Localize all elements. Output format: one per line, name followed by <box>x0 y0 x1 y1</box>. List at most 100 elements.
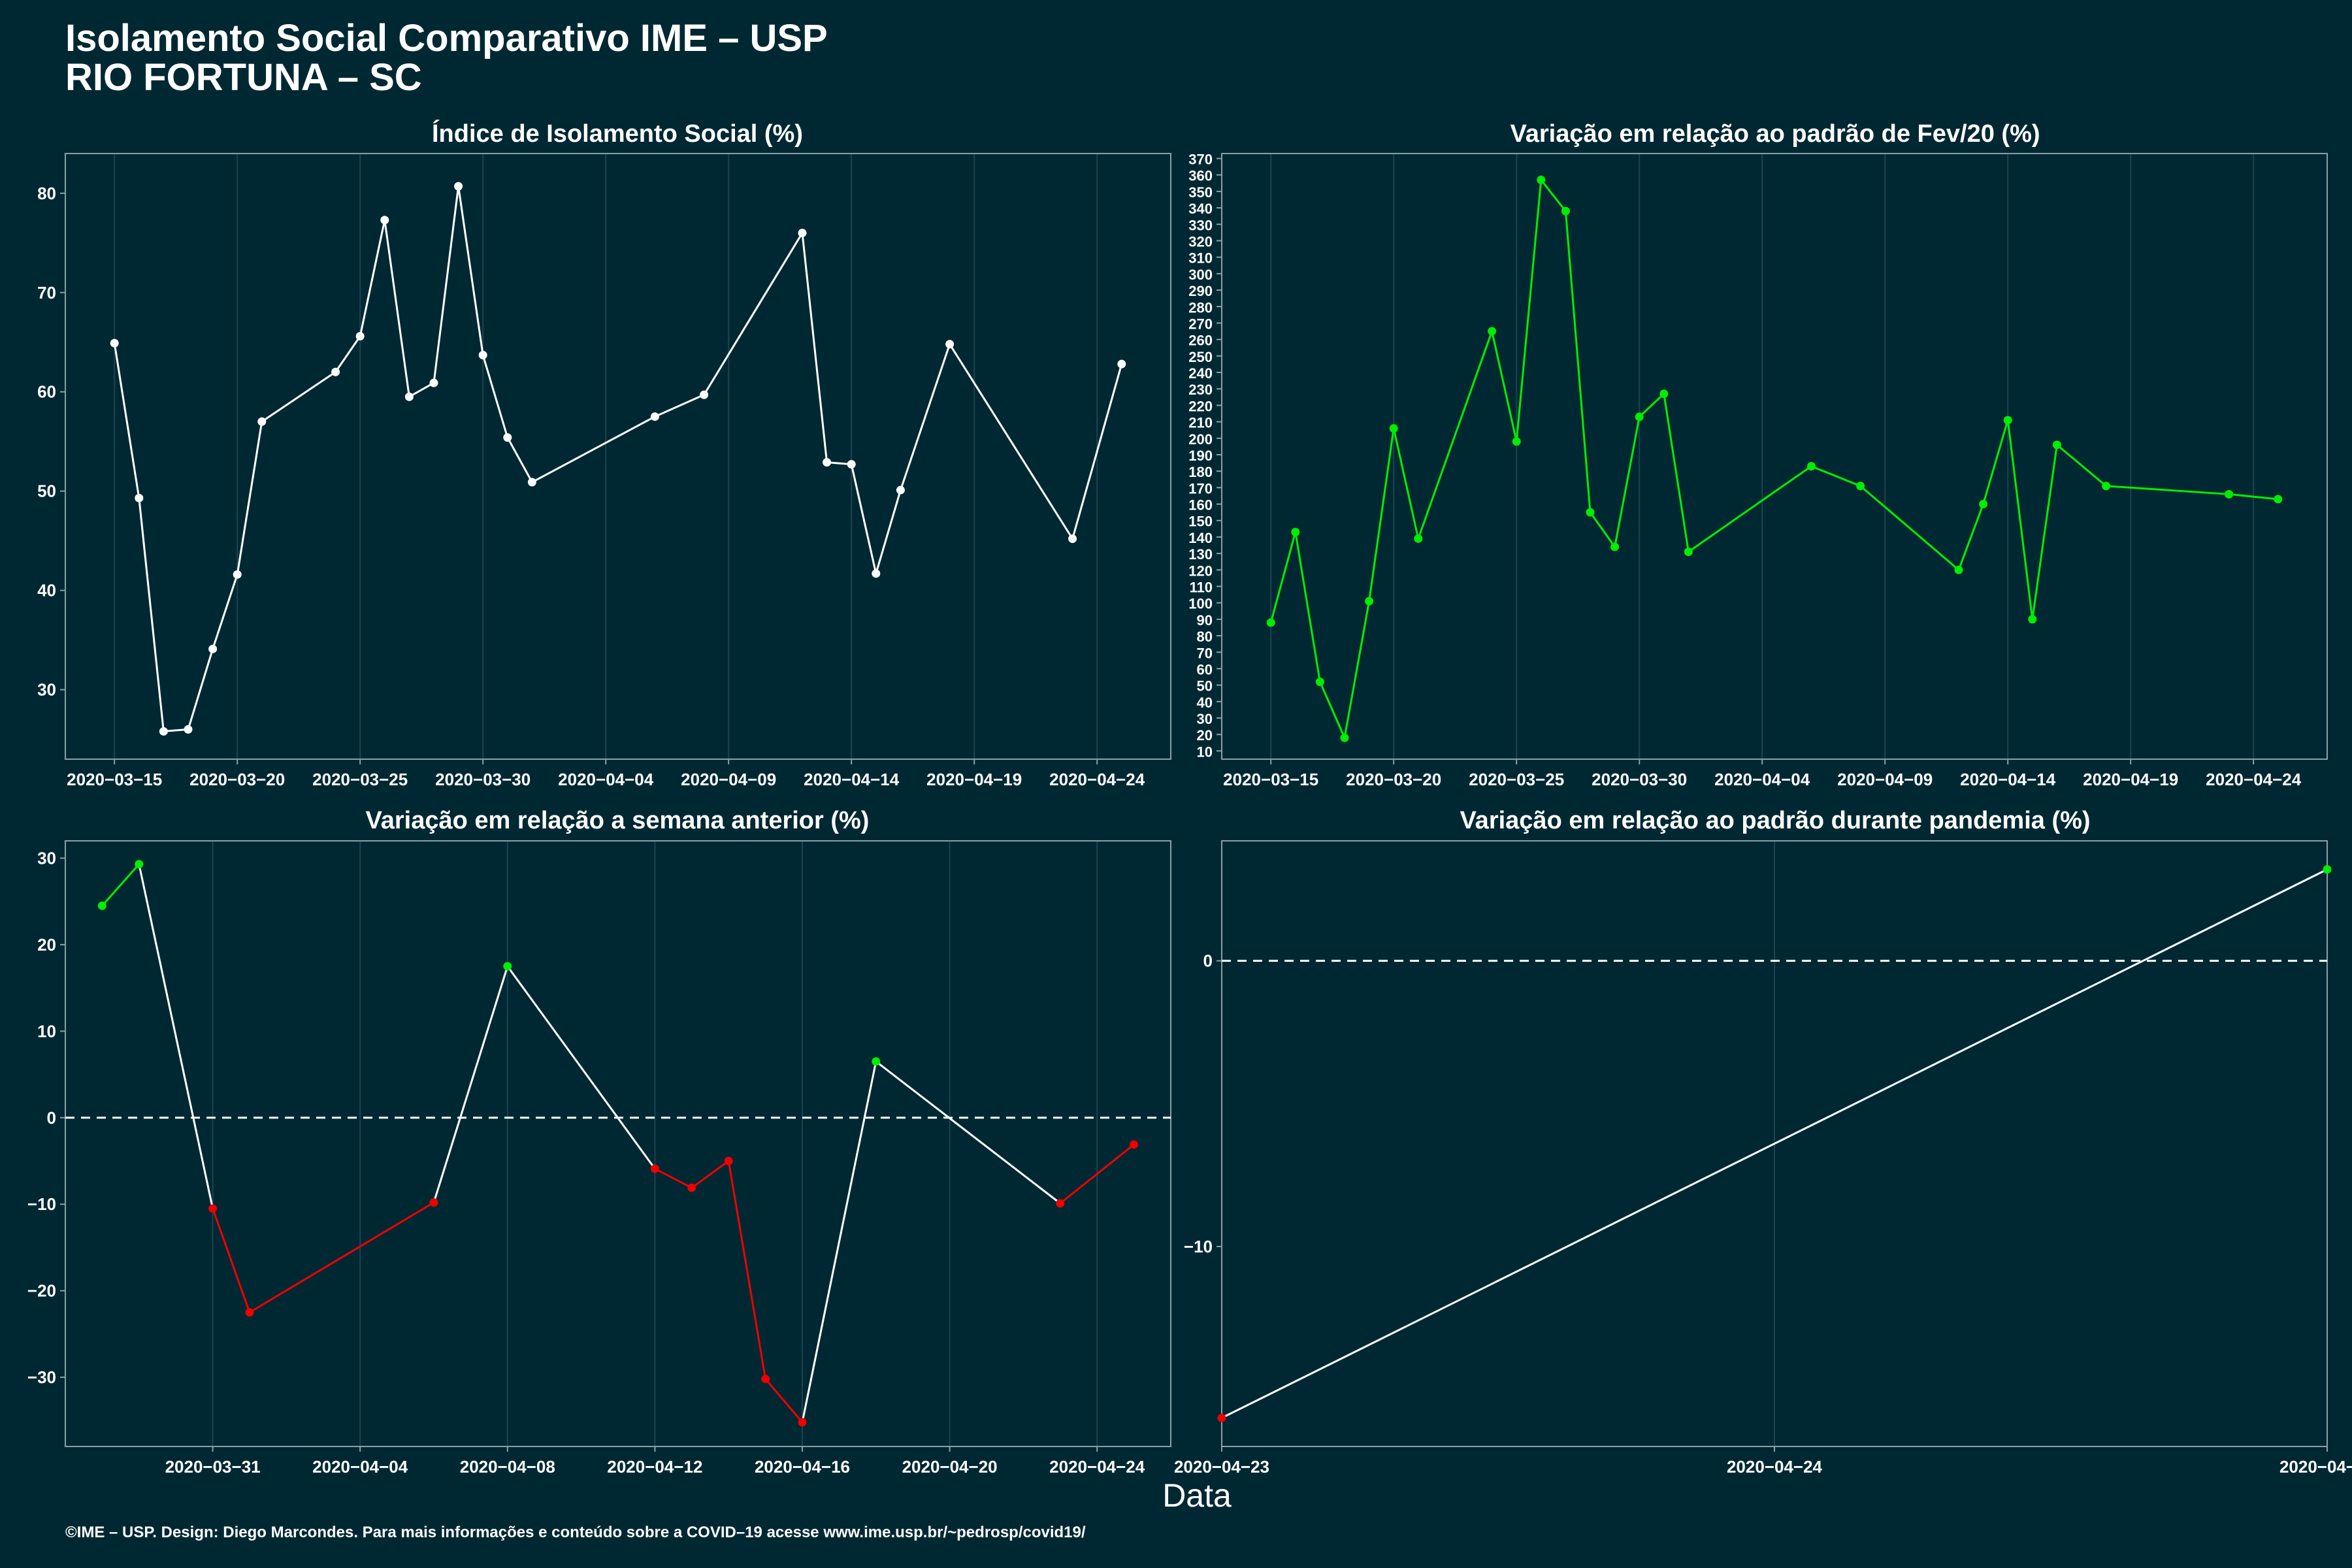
series-line-segment <box>1294 532 1321 682</box>
y-tick-label: 30 <box>37 680 56 700</box>
data-point <box>208 644 218 653</box>
data-point <box>2003 416 2012 425</box>
series-line-segment <box>482 355 509 438</box>
data-point <box>2323 865 2332 874</box>
y-tick-label: 40 <box>1197 694 1213 711</box>
data-point <box>724 1156 733 1166</box>
panel-border <box>65 153 1171 760</box>
x-tick-label: 2020−04−04 <box>558 770 654 789</box>
data-point <box>1979 500 1988 509</box>
y-tick-label: 130 <box>1188 546 1213 563</box>
y-tick-label: 50 <box>1197 678 1213 694</box>
panel-title-vs-week: Variação em relação a semana anterior (%… <box>366 807 870 834</box>
series-line-segment <box>2006 419 2034 620</box>
y-tick-label: 120 <box>1188 563 1213 579</box>
series-line-segment <box>1810 465 1861 487</box>
data-point <box>1365 596 1374 606</box>
series-line-segment <box>875 489 902 574</box>
x-tick-label: 2020−03−20 <box>189 770 285 789</box>
data-point <box>2102 482 2111 491</box>
data-point <box>1389 424 1398 433</box>
x-tick-label: 2020−04−12 <box>607 1457 702 1477</box>
x-tick-label: 2020−03−25 <box>312 770 408 789</box>
y-tick-label: 360 <box>1188 168 1213 184</box>
data-point <box>135 493 144 502</box>
data-point <box>2028 615 2037 624</box>
data-point <box>1130 1140 1139 1149</box>
data-point <box>2052 440 2061 449</box>
data-point <box>1315 678 1324 687</box>
series-line-segment <box>212 1208 251 1313</box>
data-point <box>798 229 807 238</box>
y-tick-label: 200 <box>1188 431 1213 448</box>
data-point <box>159 727 168 736</box>
series-line-segment <box>236 421 263 575</box>
y-tick-label: 60 <box>1197 661 1213 678</box>
data-point <box>245 1308 254 1317</box>
series-line-segment <box>506 436 533 483</box>
series-line-segment <box>1957 504 1985 570</box>
series-line-segment <box>384 220 410 397</box>
y-tick-label: 30 <box>37 848 56 868</box>
data-point <box>847 460 856 469</box>
x-tick-label: 2020−04−25 <box>2279 1457 2352 1477</box>
series-line-segment <box>1564 211 1592 513</box>
data-point <box>208 1204 218 1213</box>
data-point <box>404 392 414 401</box>
y-tick-label: 50 <box>37 482 56 501</box>
data-point <box>1117 359 1126 368</box>
series-line-segment <box>1982 419 2009 504</box>
data-point <box>503 962 512 971</box>
data-point <box>1856 482 1865 491</box>
series-line-segment <box>703 232 804 396</box>
series-line-segment <box>1639 393 1665 418</box>
data-point <box>1586 508 1595 517</box>
data-point <box>527 478 536 487</box>
series-line-segment <box>949 343 1073 540</box>
data-point <box>1291 527 1300 536</box>
data-point <box>650 1164 659 1173</box>
data-point <box>2274 495 2283 504</box>
series-line-segment <box>1319 681 1346 738</box>
y-tick-label: 160 <box>1188 497 1213 514</box>
series-line-segment <box>101 863 140 907</box>
series-line-segment <box>212 574 238 649</box>
series-line-segment <box>1688 465 1812 553</box>
series-line-segment <box>1614 416 1641 547</box>
series-line-segment <box>506 966 656 1169</box>
y-tick-label: 370 <box>1188 152 1213 168</box>
x-tick-label: 2020−04−23 <box>1174 1457 1269 1477</box>
x-tick-label: 2020−03−30 <box>1592 770 1687 789</box>
panel-vs-pandemic: Variação em relação ao padrão durante pa… <box>1174 807 2352 1477</box>
x-tick-label: 2020−03−15 <box>67 770 162 789</box>
y-tick-label: 220 <box>1188 398 1213 414</box>
data-point <box>1488 327 1497 336</box>
series-line-segment <box>2056 444 2107 487</box>
series-line-segment <box>1269 531 1297 623</box>
y-tick-label: 100 <box>1188 596 1213 612</box>
data-point <box>1561 206 1570 216</box>
y-tick-label: 40 <box>37 581 56 600</box>
y-tick-label: 320 <box>1188 234 1213 250</box>
series-line-segment <box>1859 485 1959 571</box>
x-tick-label: 2020−04−08 <box>460 1457 555 1477</box>
data-point <box>503 433 512 442</box>
x-tick-label: 2020−04−04 <box>1714 770 1810 789</box>
x-tick-label: 2020−04−09 <box>1837 770 1933 789</box>
series-line-segment <box>2229 493 2278 500</box>
y-tick-label: 10 <box>37 1021 56 1041</box>
y-tick-label: 190 <box>1188 448 1213 464</box>
series-line-segment <box>875 1060 1061 1205</box>
x-tick-label: 2020−04−14 <box>1960 770 2056 789</box>
series-line-segment <box>727 1160 767 1379</box>
y-tick-label: 210 <box>1188 415 1213 431</box>
x-tick-label: 2020−04−16 <box>755 1457 850 1477</box>
data-point <box>257 417 267 426</box>
series-line-segment <box>261 371 336 423</box>
main-title-line1: Isolamento Social Comparativo IME – USP <box>65 17 828 59</box>
data-point <box>1414 534 1423 543</box>
series-line-segment <box>899 344 951 491</box>
y-tick-label: 250 <box>1188 349 1213 365</box>
